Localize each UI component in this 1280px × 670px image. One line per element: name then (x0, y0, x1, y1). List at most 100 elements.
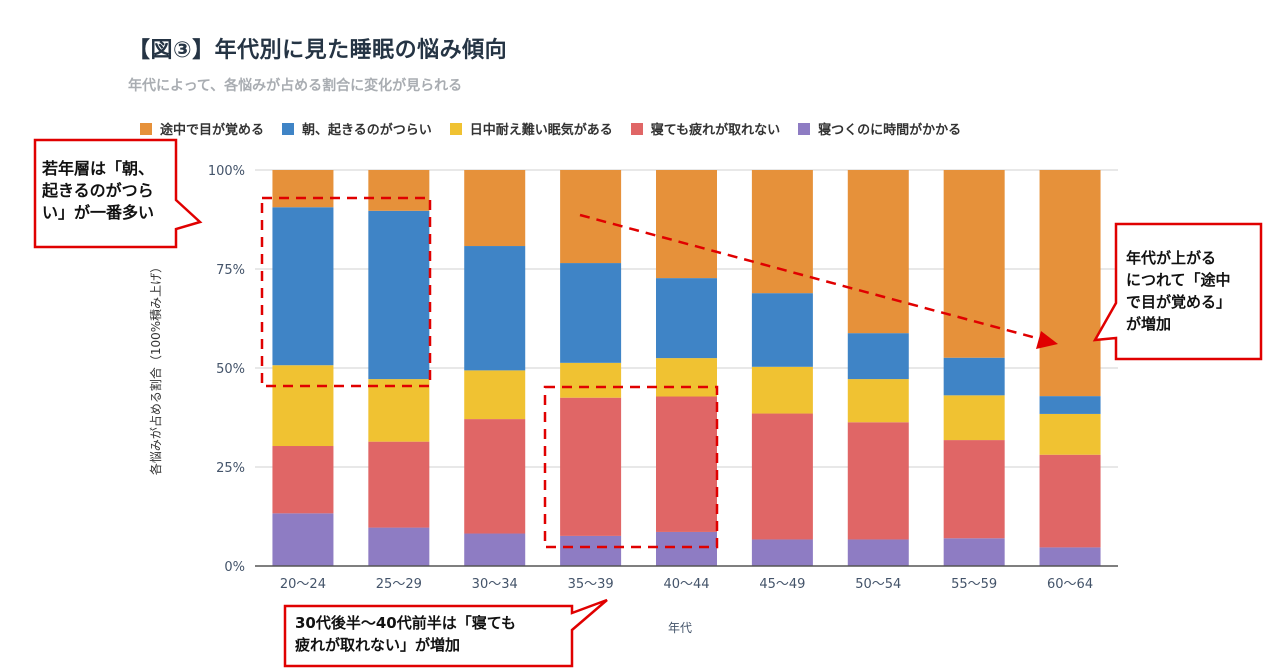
bar-segment (1039, 413, 1101, 455)
bar-segment (943, 170, 1005, 358)
bar-segment (368, 379, 430, 442)
callout-line: 若年層は「朝、 (42, 159, 155, 178)
bar-segment (1039, 170, 1101, 397)
bar-segment (943, 395, 1005, 441)
legend-item: 途中で目が覚める (140, 119, 264, 138)
y-tick-label: 25% (216, 461, 245, 476)
x-tick-label: 25〜29 (376, 577, 422, 592)
axes: 0% 25% 50% 75% 100% 20〜24 25〜29 30〜34 35〜39 40〜44… (208, 164, 1118, 592)
legend-item: 寝つくのに時間がかかる (798, 119, 961, 138)
bar-segment (272, 513, 334, 566)
legend-label: 朝、起きるのがつらい (302, 123, 432, 138)
x-tick-label: 60〜64 (1047, 577, 1093, 592)
bar-segment (751, 170, 813, 294)
x-tick-label: 55〜59 (951, 577, 997, 592)
bar-segment (272, 207, 334, 366)
bar-segment (368, 527, 430, 566)
callout-line: 30代後半〜40代前半は「寝ても (295, 614, 516, 632)
bars (272, 170, 1101, 566)
bar-segment (943, 440, 1005, 539)
bar-segment (272, 170, 334, 208)
legend-item: 朝、起きるのがつらい (282, 119, 432, 138)
bar-segment (656, 358, 717, 397)
legend-item: 寝ても疲れが取れない (630, 119, 781, 138)
x-tick-label: 50〜54 (855, 577, 901, 592)
y-tick-label: 100% (208, 164, 245, 179)
legend-label: 途中で目が覚める (160, 123, 265, 138)
bar-segment (560, 263, 622, 363)
legend-item: 日中耐え難い眠気がある (449, 119, 613, 138)
bar-segment (272, 365, 334, 447)
bar-segment (656, 278, 717, 359)
bar-segment (368, 210, 430, 380)
bar-segment (847, 379, 909, 423)
x-tick-label: 40〜44 (663, 577, 709, 592)
bar-segment (1039, 547, 1101, 566)
bar-segment (847, 333, 909, 380)
y-tick-label: 50% (216, 362, 245, 377)
bar-segment (560, 535, 622, 566)
legend-label: 日中耐え難い眠気がある (469, 123, 613, 138)
legend-swatch (282, 122, 295, 135)
bar-segment (464, 533, 526, 566)
x-tick-label: 30〜34 (472, 577, 518, 592)
callout-line: につれて「途中 (1126, 271, 1231, 289)
annotations (33, 138, 1263, 668)
bar-segment (368, 441, 430, 528)
bar-segment (464, 170, 526, 247)
bar-segment (847, 170, 909, 334)
bar-segment (751, 539, 813, 566)
trend-arrow-line (579, 213, 1041, 341)
bar-segment (560, 362, 622, 398)
bar-segment (847, 422, 909, 540)
callout-middle-text: 30代後半〜40代前半は「寝ても 疲れが取れない」が増加 (295, 612, 516, 656)
bar-segment (368, 170, 430, 211)
callout-age-text: 年代が上がる につれて「途中 で目が覚める」 が増加 (1126, 247, 1231, 335)
bar-segment (847, 539, 909, 566)
trend-arrow-head (1036, 331, 1058, 349)
bar-segment (560, 170, 622, 264)
legend-swatch (449, 122, 462, 135)
bar-segment (464, 419, 526, 534)
bar-segment (464, 246, 526, 371)
callout-age-box (1092, 222, 1263, 361)
bar-segment (656, 531, 717, 566)
callout-young-box (33, 138, 203, 249)
bar-segment (272, 446, 334, 514)
x-tick-label: 45〜49 (759, 577, 805, 592)
legend-swatch (630, 122, 643, 135)
legend-label: 寝ても疲れが取れない (650, 123, 781, 138)
callout-line: 疲れが取れない」が増加 (295, 636, 461, 654)
x-tick-label: 20〜24 (280, 577, 326, 592)
bar-segment (1039, 454, 1101, 548)
legend-label: 寝つくのに時間がかかる (818, 123, 962, 138)
callout-line: 年代が上がる (1126, 249, 1217, 267)
callout-line: い」が一番多い (42, 203, 155, 222)
bar-segment (751, 293, 813, 367)
callout-young-text: 若年層は「朝、 起きるのがつら い」が一番多い (42, 158, 154, 224)
legend: 途中で目が覚める 朝、起きるのがつらい 日中耐え難い眠気がある 寝ても疲れが取れ… (140, 119, 961, 138)
bar-segment (751, 413, 813, 540)
highlight-box-middle (543, 385, 719, 549)
y-tick-label: 0% (224, 560, 245, 575)
x-tick-label: 35〜39 (568, 577, 614, 592)
callout-line: が増加 (1126, 315, 1172, 333)
bar-segment (464, 370, 526, 420)
bar-segment (1039, 396, 1101, 414)
bar-segment (751, 366, 813, 414)
bar-segment (656, 396, 717, 532)
chart-subtitle: 年代によって、各悩みが占める割合に変化が見られる (128, 78, 463, 94)
bar-segment (943, 357, 1005, 396)
callout-middle-box (283, 598, 608, 668)
bar-segment (656, 170, 717, 279)
y-axis-label: 各悩みが占める割合（100%積み上げ） (148, 261, 163, 475)
legend-swatch (798, 122, 811, 135)
bar-segment (560, 397, 622, 536)
legend-swatch (140, 122, 152, 135)
x-axis-label: 年代 (668, 621, 692, 635)
bar-segment (943, 538, 1005, 566)
highlight-box-young (260, 196, 432, 388)
y-tick-label: 75% (216, 263, 245, 278)
callout-line: 起きるのがつら (42, 181, 154, 200)
